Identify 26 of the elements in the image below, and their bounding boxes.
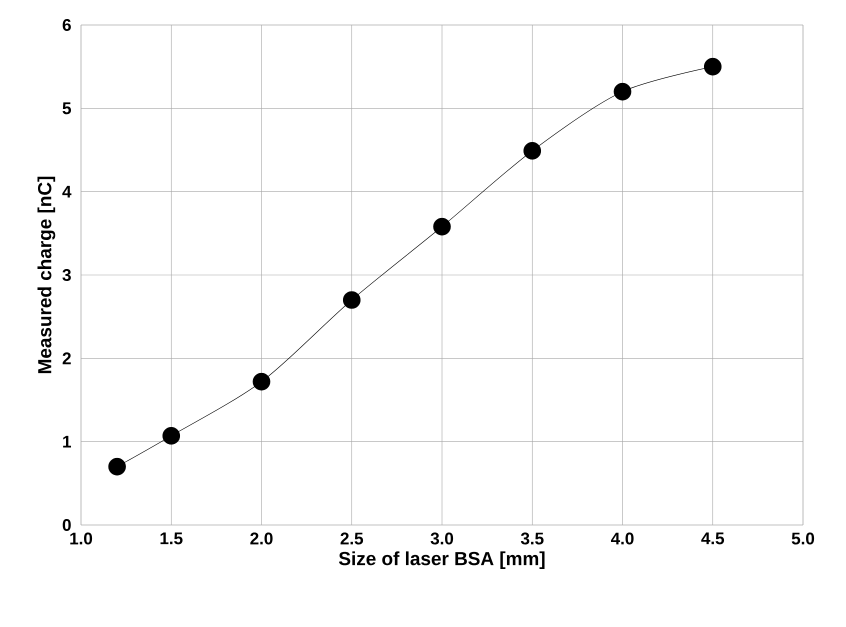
- x-tick-label: 3.5: [520, 532, 544, 545]
- y-tick-label: 1: [63, 436, 72, 448]
- point: [614, 82, 632, 100]
- y-tick-label: 0: [62, 519, 71, 531]
- x-tick-label: 1.0: [70, 532, 92, 545]
- y-tick-label: 3: [62, 268, 71, 281]
- x-tick-label: 4.0: [610, 532, 634, 545]
- point: [162, 427, 180, 445]
- y-tick-label: 2: [62, 352, 71, 364]
- point: [108, 458, 126, 476]
- y-tick-label: 5: [62, 102, 72, 114]
- y-tick-label: 4: [62, 186, 72, 198]
- point: [523, 142, 542, 160]
- x-axis-title: Size of laser BSA [mm]: [338, 551, 545, 570]
- y-axis-title: Measured charge [nC]: [37, 176, 56, 374]
- y-tick-label: 6: [62, 18, 71, 31]
- x-tick-label: 1.5: [160, 532, 183, 544]
- x-tick-label: 2.0: [250, 532, 273, 545]
- point: [433, 218, 451, 236]
- point: [704, 58, 722, 76]
- x-tick-label: 3.0: [430, 532, 454, 545]
- x-tick-label: 4.5: [701, 532, 724, 544]
- point: [252, 372, 270, 390]
- x-tick-label: 5.0: [792, 532, 814, 545]
- point: [342, 291, 361, 309]
- x-tick-label: 2.5: [340, 532, 364, 545]
